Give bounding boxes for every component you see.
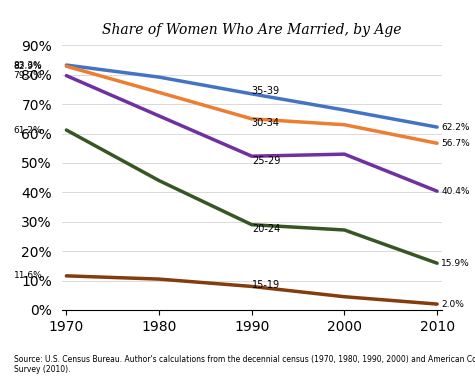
Text: 15-19: 15-19 bbox=[252, 280, 280, 290]
Text: 25-29: 25-29 bbox=[252, 156, 280, 166]
Text: 56.7%: 56.7% bbox=[441, 139, 470, 148]
Text: Source: U.S. Census Bureau. Author's calculations from the decennial census (197: Source: U.S. Census Bureau. Author's cal… bbox=[14, 355, 475, 374]
Text: 20-24: 20-24 bbox=[252, 224, 280, 234]
Text: 2.0%: 2.0% bbox=[441, 300, 464, 308]
Text: 79.7%: 79.7% bbox=[14, 71, 42, 80]
Text: 82.9%: 82.9% bbox=[14, 62, 42, 71]
Text: 15.9%: 15.9% bbox=[441, 259, 470, 268]
Text: 30-34: 30-34 bbox=[252, 118, 280, 128]
Title: Share of Women Who Are Married, by Age: Share of Women Who Are Married, by Age bbox=[102, 23, 401, 37]
Text: 35-39: 35-39 bbox=[252, 86, 280, 96]
Text: 62.2%: 62.2% bbox=[441, 122, 470, 132]
Text: 40.4%: 40.4% bbox=[441, 187, 470, 196]
Text: 11.6%: 11.6% bbox=[14, 271, 42, 280]
Text: 83.3%: 83.3% bbox=[14, 60, 42, 70]
Text: 61.2%: 61.2% bbox=[14, 125, 42, 135]
